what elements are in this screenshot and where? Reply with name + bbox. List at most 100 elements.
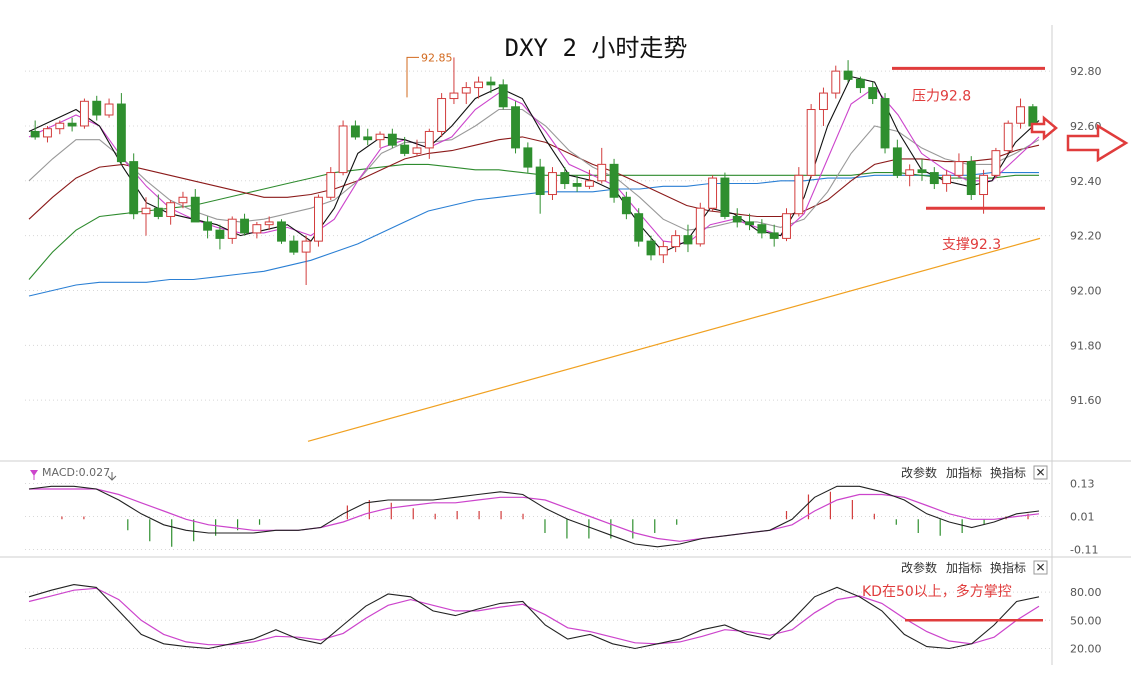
candle-body — [240, 218, 249, 234]
ma-line-ma40 — [28, 136, 1040, 220]
y-tick-label: 92.00 — [1070, 284, 1102, 297]
ma-line-ma120 — [28, 172, 1039, 297]
candle-body — [905, 169, 915, 176]
candle-body — [991, 150, 1001, 176]
candle-body — [264, 221, 274, 226]
menu-item-add-indicator[interactable]: 加指标 — [946, 465, 982, 480]
kd-annotation: KD在50以上，多方掌控 — [862, 583, 1012, 600]
candle-body — [597, 163, 607, 182]
candle-body — [277, 221, 286, 242]
candle-body — [1003, 122, 1013, 152]
candle-body — [400, 144, 410, 154]
candle-body — [104, 103, 114, 116]
macd-value-label: MACD:0.027 — [42, 466, 110, 479]
candle-body — [584, 180, 594, 187]
candle-body — [375, 133, 385, 141]
close-icon[interactable]: ✕ — [1035, 561, 1045, 575]
candle-body — [609, 163, 619, 198]
candle-body — [868, 87, 878, 100]
candle-body — [92, 100, 102, 116]
candle-body — [769, 232, 779, 239]
candle-body — [350, 125, 360, 138]
candle-body — [819, 92, 828, 111]
peak-label: 92.85 — [421, 51, 453, 64]
candle-body — [966, 161, 976, 196]
candle-body — [141, 207, 151, 215]
candle-body — [79, 100, 89, 127]
menu-item-edit-params[interactable]: 改参数 — [901, 465, 937, 480]
candle-body — [314, 196, 323, 242]
candle-body — [55, 122, 65, 130]
candle-body — [954, 161, 964, 176]
candle-body — [843, 70, 853, 80]
candle-body — [535, 166, 545, 196]
menu-item-edit-params[interactable]: 改参数 — [901, 560, 937, 575]
candle-body — [708, 177, 718, 209]
candle-body — [1016, 106, 1025, 124]
candle-body — [892, 147, 902, 176]
candle-body — [289, 240, 299, 253]
kd-d-line — [28, 587, 1040, 646]
menu-item-switch-indicator[interactable]: 换指标 — [990, 465, 1026, 480]
menu-item-add-indicator[interactable]: 加指标 — [946, 560, 982, 575]
candle-body — [43, 128, 52, 138]
support-label: 支撑92.3 — [942, 237, 1001, 253]
menu-item-switch-indicator[interactable]: 换指标 — [990, 560, 1026, 575]
candle-body — [732, 215, 742, 223]
candle-body — [745, 221, 754, 226]
chart-title: DXY 2 小时走势 — [505, 34, 688, 62]
candle-body — [326, 172, 336, 198]
candle-body — [474, 81, 484, 89]
candle-body — [227, 218, 237, 239]
candle-body — [301, 240, 311, 253]
candle-body — [461, 87, 471, 94]
y-tick-label: 50.00 — [1070, 614, 1102, 627]
close-icon[interactable]: ✕ — [1035, 466, 1045, 480]
candle-body — [203, 221, 213, 231]
candle-body — [153, 207, 163, 217]
candle-body — [757, 224, 767, 234]
candle-body — [634, 213, 644, 242]
candle-body — [683, 235, 693, 245]
candle-body — [178, 196, 188, 204]
candle-body — [929, 172, 939, 185]
candle-body — [523, 147, 533, 168]
candle-body — [621, 196, 631, 215]
y-tick-label: 91.60 — [1070, 394, 1102, 407]
y-tick-label: 92.60 — [1070, 120, 1102, 133]
candle-body — [917, 169, 927, 174]
y-tick-label: -0.11 — [1070, 544, 1098, 557]
candle-body — [129, 161, 139, 215]
candle-body — [695, 207, 705, 245]
candle-body — [572, 183, 582, 187]
candle-body — [424, 130, 434, 149]
arrow-down-icon — [107, 472, 117, 481]
candle-body — [486, 81, 496, 86]
y-tick-label: 91.80 — [1070, 339, 1102, 352]
candle-body — [116, 103, 126, 163]
y-tick-label: 92.40 — [1070, 175, 1102, 188]
macd-dif-line — [28, 485, 1040, 548]
candle-body — [511, 106, 520, 149]
candle-body — [831, 70, 841, 94]
close-button[interactable] — [1033, 560, 1048, 575]
candle-body — [658, 246, 668, 256]
y-tick-label: 92.20 — [1070, 230, 1102, 243]
candle-body — [363, 136, 373, 141]
y-tick-label: 0.01 — [1070, 511, 1095, 524]
kd-k-line — [28, 584, 1040, 650]
trend-line — [307, 237, 1041, 442]
resistance-label: 压力92.8 — [912, 88, 971, 104]
candle-body — [252, 224, 262, 234]
peak-marker — [406, 56, 419, 98]
y-tick-label: 92.80 — [1070, 65, 1102, 78]
candle-body — [387, 133, 397, 146]
candle-body — [437, 98, 447, 132]
candle-body — [338, 125, 348, 174]
y-tick-label: 20.00 — [1070, 642, 1102, 655]
candle-body — [855, 78, 865, 89]
ma-line-ma60 — [28, 163, 1039, 280]
close-button[interactable] — [1033, 465, 1048, 480]
